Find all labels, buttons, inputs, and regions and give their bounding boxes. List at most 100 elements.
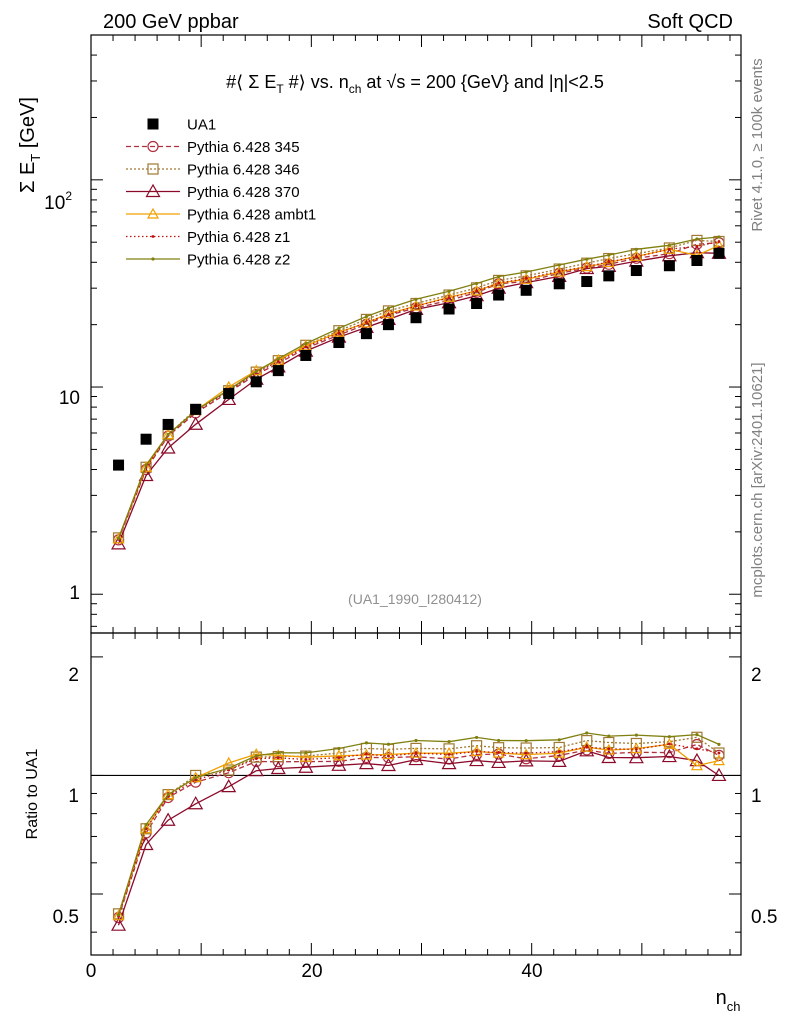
data-point	[585, 745, 589, 749]
legend: UA1 Pythia 6.428 345 Pythia 6.428 346 Pythi…	[126, 117, 316, 269]
data-point	[713, 747, 725, 759]
main-plot-series	[111, 234, 727, 550]
data-point	[471, 298, 483, 310]
data-point	[713, 247, 725, 259]
series-line	[117, 244, 720, 540]
data-point	[144, 463, 148, 467]
data-point	[579, 743, 595, 757]
data-point	[382, 305, 395, 317]
data-point	[414, 304, 418, 308]
data-point	[276, 756, 280, 760]
data-point-marker	[162, 418, 174, 430]
data-point	[634, 255, 638, 259]
data-point	[365, 752, 368, 756]
y-tick-label-1: 1	[69, 583, 80, 604]
data-point-marker	[580, 260, 593, 272]
data-point-marker	[607, 734, 611, 738]
data-point-marker	[254, 754, 258, 758]
data-point	[695, 237, 699, 241]
analysis-watermark: (UA1_1990_I280412)	[348, 591, 482, 607]
data-point	[272, 749, 285, 760]
data-point	[276, 751, 280, 755]
data-point-marker	[441, 755, 457, 770]
data-point-marker	[607, 253, 611, 257]
ratio-plot-frame	[90, 632, 742, 956]
data-point-marker	[364, 314, 369, 319]
data-point	[581, 276, 593, 288]
data-point	[365, 321, 368, 324]
data-point	[524, 277, 528, 280]
data-point	[166, 432, 170, 437]
ratio-series-line	[117, 743, 720, 917]
data-point-marker	[602, 743, 615, 755]
data-point-marker	[695, 237, 699, 241]
data-point-marker	[221, 778, 237, 793]
series-line	[117, 240, 720, 540]
data-point-marker	[162, 428, 175, 440]
data-point	[551, 753, 567, 767]
data-point	[475, 289, 478, 293]
data-point-marker	[360, 751, 373, 764]
data-point	[557, 269, 561, 273]
data-point	[520, 748, 533, 760]
data-point-marker	[337, 746, 341, 751]
data-point-marker	[160, 440, 176, 454]
data-point	[607, 747, 611, 751]
data-point	[603, 252, 615, 265]
data-point	[337, 746, 341, 751]
legend-label: Pythia 6.428 z2	[187, 252, 290, 269]
ratio-series-z1	[117, 742, 721, 919]
data-point-marker	[474, 281, 479, 286]
data-point-marker	[443, 747, 456, 758]
data-point-marker	[140, 822, 153, 834]
legend-entry-data: UA1	[147, 117, 216, 134]
data-point-marker	[630, 250, 643, 262]
data-point-marker	[667, 742, 671, 746]
data-point-marker	[712, 754, 725, 766]
data-point	[147, 118, 159, 130]
data-point-marker	[470, 745, 483, 757]
data-point-marker	[634, 247, 638, 251]
data-point-marker	[711, 767, 727, 782]
legend-label: Pythia 6.428 z1	[187, 229, 290, 246]
data-point-marker	[365, 321, 368, 324]
data-point-marker	[493, 289, 505, 301]
data-point	[337, 326, 341, 330]
data-point	[162, 418, 174, 430]
data-point-marker	[166, 432, 170, 437]
data-point-marker	[474, 735, 479, 740]
data-point	[497, 738, 501, 743]
data-point-marker	[557, 738, 561, 742]
data-point	[337, 756, 341, 760]
data-point-marker	[663, 260, 675, 272]
legend-entry-p346: Pythia 6.428 346	[126, 162, 300, 179]
data-point-marker	[553, 746, 566, 758]
data-point-marker	[151, 257, 155, 261]
data-point	[113, 459, 125, 471]
data-point	[112, 532, 125, 544]
data-point	[387, 313, 390, 316]
data-point	[667, 735, 671, 739]
data-point-marker	[270, 760, 286, 775]
data-point-marker	[663, 747, 675, 759]
data-point	[634, 748, 638, 751]
data-point-marker	[470, 284, 483, 296]
legend-label: Pythia 6.428 345	[187, 139, 300, 156]
data-point	[553, 278, 565, 290]
data-point	[602, 743, 615, 755]
series-line	[117, 236, 720, 539]
data-point	[337, 331, 341, 335]
data-point	[581, 735, 593, 747]
legend-label: Pythia 6.428 370	[187, 184, 300, 201]
data-point	[553, 265, 566, 277]
data-point-marker	[190, 403, 202, 415]
data-point-marker	[524, 751, 528, 755]
data-point	[711, 767, 727, 782]
data-point	[360, 313, 373, 326]
series-line	[117, 239, 720, 539]
data-point	[138, 836, 154, 851]
data-point	[443, 747, 456, 758]
data-point	[524, 751, 528, 755]
data-point-marker	[382, 307, 395, 319]
